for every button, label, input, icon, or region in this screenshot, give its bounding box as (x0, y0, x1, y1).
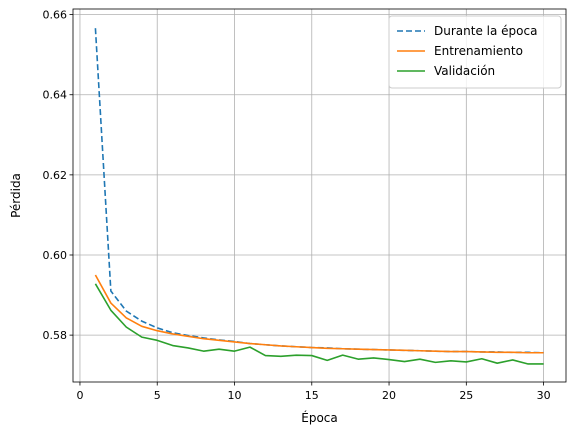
x-tick-label: 30 (537, 389, 551, 402)
legend-label: Durante la época (434, 24, 537, 38)
series-lines (94, 28, 544, 365)
series-line-2 (94, 274, 544, 354)
x-tick-label: 20 (382, 389, 396, 402)
plot-frame (72, 8, 567, 383)
y-tick-label: 0.60 (43, 249, 68, 262)
x-axis-label: Época (301, 410, 338, 425)
legend-box (388, 15, 562, 89)
legend-label: Validación (434, 64, 495, 78)
legend: Durante la época Entrenamiento Validación (388, 15, 562, 89)
grid (73, 9, 566, 382)
x-tick-label: 0 (76, 389, 83, 402)
y-tick-label: 0.58 (43, 329, 68, 342)
y-axis-label: Pérdida (9, 173, 23, 218)
x-tick-label: 25 (459, 389, 473, 402)
legend-label: Entrenamiento (434, 44, 523, 58)
y-tick-label: 0.66 (43, 9, 68, 22)
y-tick-label: 0.64 (43, 89, 68, 102)
x-tick-label: 10 (228, 389, 242, 402)
series-line-3 (94, 283, 544, 365)
x-tick-label: 5 (154, 389, 161, 402)
y-tick-label: 0.62 (43, 169, 68, 182)
x-tick-label: 15 (305, 389, 319, 402)
axis-ticks: 0 5 10 15 20 25 30 0.58 0.60 0.62 0.64 0.66 (43, 9, 551, 402)
